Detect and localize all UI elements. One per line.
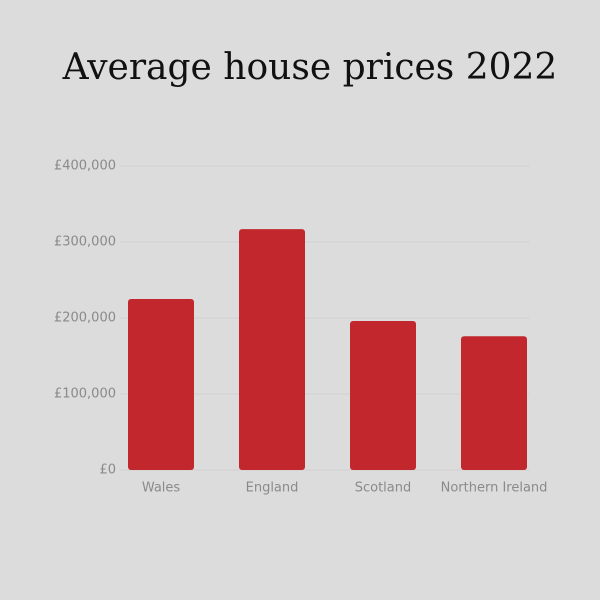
y-tick-label: £0 [99, 463, 116, 478]
x-tick-label: Wales [142, 481, 181, 496]
x-tick-label: England [246, 481, 299, 496]
y-tick-label: £200,000 [54, 311, 116, 326]
chart-title: Average house prices 2022 [62, 47, 558, 88]
y-tick-label: £300,000 [54, 235, 116, 250]
y-tick-label: £400,000 [54, 159, 116, 174]
bar [128, 299, 194, 470]
x-tick-label: Northern Ireland [441, 481, 548, 496]
bar [350, 321, 416, 470]
bar [461, 336, 527, 470]
x-tick-label: Scotland [355, 481, 412, 496]
y-tick-label: £100,000 [54, 387, 116, 402]
bar [239, 229, 305, 470]
